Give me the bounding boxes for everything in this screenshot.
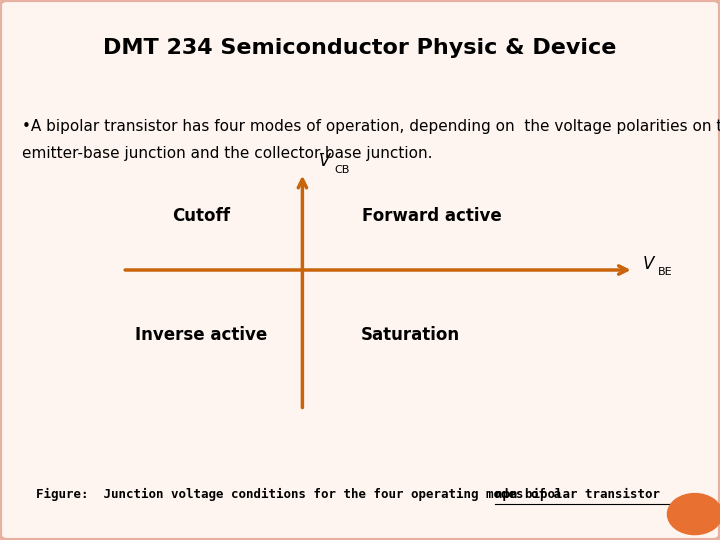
- Text: emitter-base junction and the collector-base junction.: emitter-base junction and the collector-…: [22, 146, 432, 161]
- Text: npn bipolar transistor: npn bipolar transistor: [495, 488, 660, 501]
- Text: DMT 234 Semiconductor Physic & Device: DMT 234 Semiconductor Physic & Device: [103, 38, 617, 58]
- Text: Inverse active: Inverse active: [135, 326, 268, 344]
- Text: V: V: [318, 152, 330, 170]
- Text: BE: BE: [658, 267, 672, 277]
- Text: V: V: [642, 254, 654, 273]
- Text: Saturation: Saturation: [361, 326, 460, 344]
- Text: •A bipolar transistor has four modes of operation, depending on  the voltage pol: •A bipolar transistor has four modes of …: [22, 119, 720, 134]
- Text: Figure:  Junction voltage conditions for the four operating modes of a: Figure: Junction voltage conditions for …: [36, 488, 569, 501]
- Text: Forward active: Forward active: [362, 207, 502, 225]
- Text: Cutoff: Cutoff: [173, 207, 230, 225]
- Text: CB: CB: [334, 165, 349, 175]
